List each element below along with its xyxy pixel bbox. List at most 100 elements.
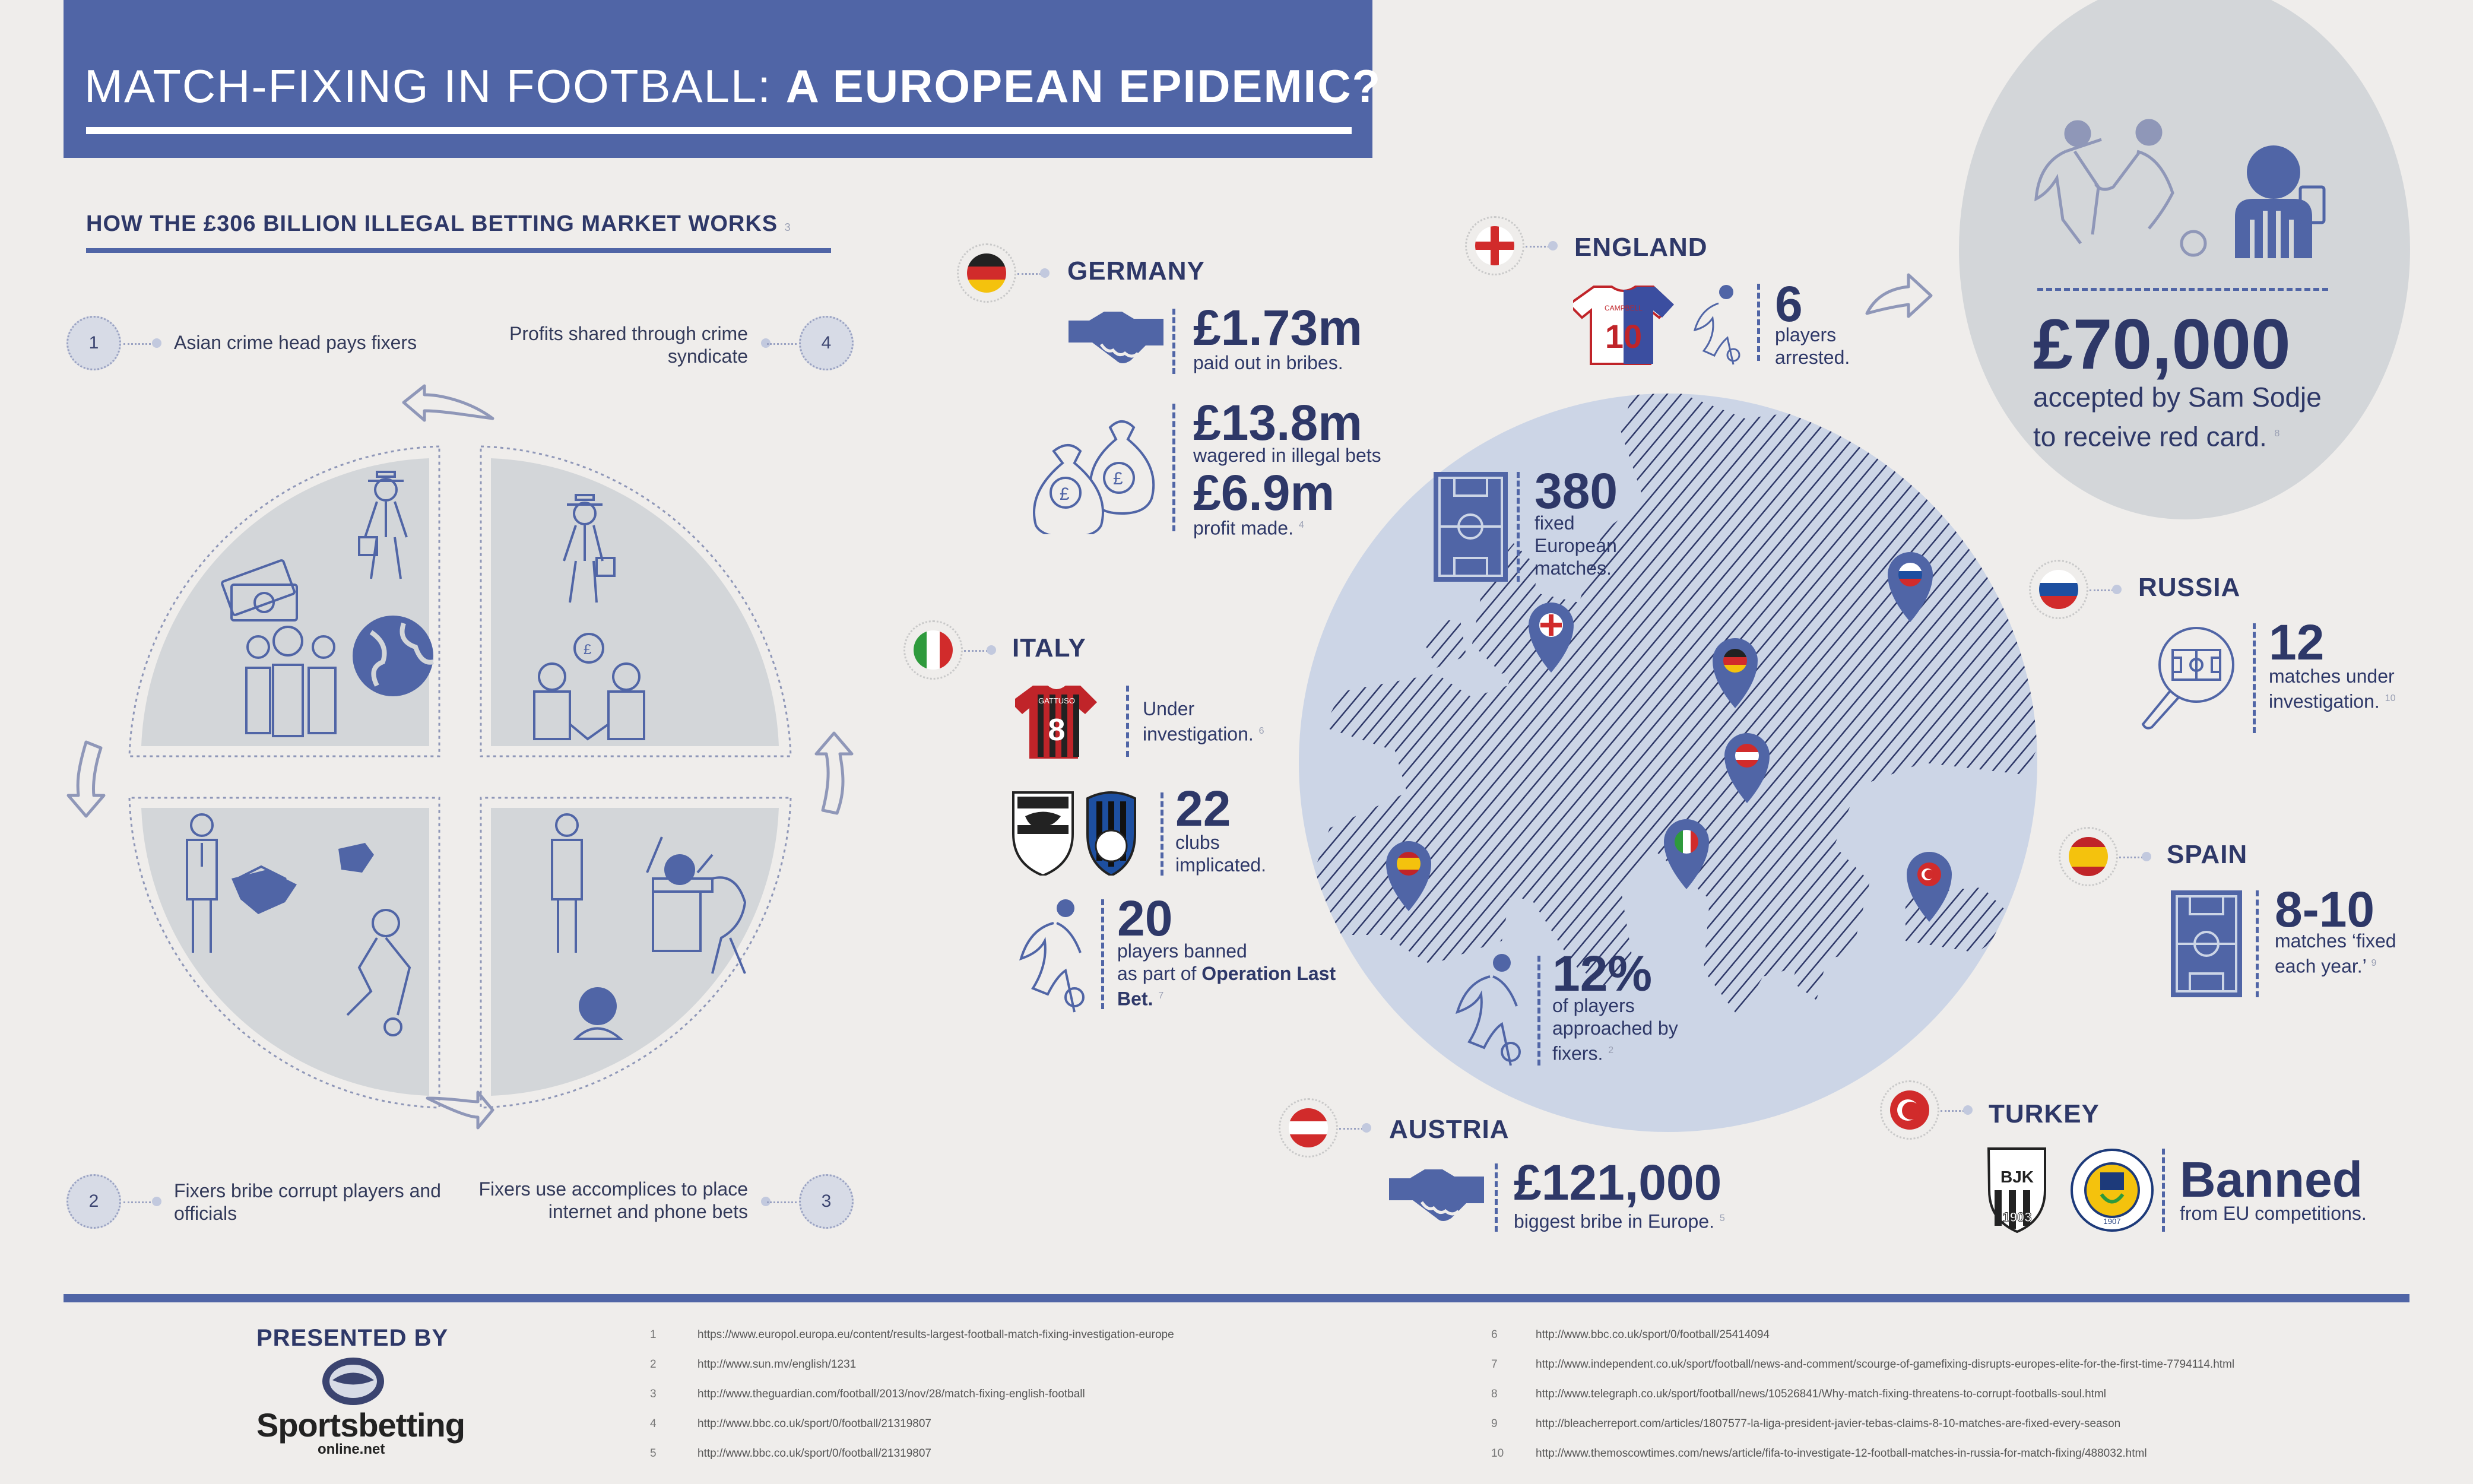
europe-approached-label: of players approached by fixers. 2 [1552, 994, 1689, 1065]
reference-number: 5 [650, 1447, 657, 1460]
europe-approached-text: of players approached by fixers. [1552, 995, 1678, 1064]
russia-name: RUSSIA [2138, 573, 2240, 603]
spain-flag-icon [2069, 837, 2108, 876]
russia-label: matches under investigation. 10 [2269, 665, 2405, 713]
italy-banned-ref: 7 [1158, 991, 1163, 1001]
market-heading-rule [86, 248, 831, 253]
italy-divider-3 [1101, 899, 1104, 1009]
reference-link[interactable]: http://www.telegraph.co.uk/sport/footbal… [1536, 1388, 2106, 1401]
turkey-flag [1880, 1080, 1939, 1140]
reference-number: 8 [1491, 1388, 1498, 1401]
foul-tackle-icon [2030, 116, 2327, 270]
spain-divider [2256, 890, 2259, 997]
turkey-connector-end [1963, 1105, 1973, 1115]
austria-connector-end [1362, 1123, 1371, 1133]
reference-link[interactable]: http://www.independent.co.uk/sport/footb… [1536, 1358, 2234, 1371]
sodje-ref: 8 [2275, 429, 2280, 439]
reference-link[interactable]: http://www.bbc.co.uk/sport/0/football/21… [697, 1447, 931, 1460]
italy-divider-1 [1126, 686, 1129, 757]
england-arrested-label: players arrested. [1775, 324, 1864, 369]
italy-flag-icon [914, 630, 953, 670]
sodje-value: £70,000 [2033, 309, 2291, 380]
title-light: MATCH-FIXING IN FOOTBALL: [84, 60, 786, 112]
reference-link[interactable]: http://bleacherreport.com/articles/18075… [1536, 1418, 2120, 1431]
italy-connector-end [987, 645, 996, 655]
step-1-number: 1 [66, 316, 121, 370]
italy-name: ITALY [1012, 633, 1086, 663]
sodje-label-text: accepted by Sam Sodje to receive red car… [2033, 382, 2322, 452]
austria-connector [1339, 1128, 1363, 1130]
reference-link[interactable]: http://www.bbc.co.uk/sport/0/football/25… [1536, 1328, 1770, 1342]
reference-link[interactable]: http://www.sun.mv/english/1231 [697, 1358, 856, 1371]
handshake-icon [1069, 303, 1163, 374]
england-shirt-number: 10 [1605, 318, 1642, 355]
europe-fixed-label: fixed European matches. [1534, 512, 1635, 579]
turkey-flag-icon [1890, 1090, 1929, 1130]
italy-investigation: Under investigation. 6 [1143, 697, 1279, 746]
england-connector [1526, 246, 1549, 248]
england-flag-icon [1475, 226, 1514, 265]
germany-connector [1017, 273, 1041, 275]
step-1-text: Asian crime head pays fixers [174, 331, 459, 354]
references-right: 6 http://www.bbc.co.uk/sport/0/football/2… [1491, 1328, 2417, 1471]
russia-connector [2090, 589, 2113, 591]
austria-divider [1495, 1163, 1498, 1232]
italy-banned-value: 20 [1117, 893, 1172, 943]
reference-link[interactable]: http://www.bbc.co.uk/sport/0/football/21… [697, 1418, 931, 1431]
reference-number: 6 [1491, 1328, 1498, 1342]
europe-divider-2 [1537, 956, 1540, 1066]
austria-label-text: biggest bribe in Europe. [1514, 1211, 1714, 1232]
turkey-label: from EU competitions. [2180, 1202, 2367, 1225]
reference-link[interactable]: http://www.themoscowtimes.com/news/artic… [1536, 1447, 2147, 1460]
italy-clubs-label: clubs implicated. [1175, 831, 1306, 876]
spain-name: SPAIN [2167, 840, 2247, 870]
italy-connector [964, 650, 988, 652]
reference-number: 9 [1491, 1418, 1498, 1431]
austria-name: AUSTRIA [1389, 1115, 1510, 1144]
italy-investigation-text: Under investigation. [1143, 698, 1254, 745]
step-3-num-text: 3 [822, 1191, 832, 1212]
sodje-label: accepted by Sam Sodje to receive red car… [2033, 379, 2342, 455]
russia-flag [2029, 560, 2088, 619]
svg-text:£: £ [584, 642, 591, 658]
step-4-text: Profits shared through crime syndicate [451, 322, 748, 367]
england-connector-end [1548, 241, 1558, 250]
austria-flag [1279, 1098, 1338, 1158]
italy-banned-label-1: players banned [1117, 940, 1247, 962]
spain-ref: 9 [2371, 958, 2376, 968]
step-1-num-text: 1 [89, 333, 99, 353]
title-underline [86, 127, 1352, 134]
russia-flag-icon [2039, 570, 2078, 609]
market-heading-text: HOW THE £306 BILLION ILLEGAL BETTING MAR… [86, 211, 778, 236]
step-3-number: 3 [799, 1174, 854, 1229]
brand-name[interactable]: Sportsbetting [256, 1406, 465, 1444]
portsmouth-shirt-icon: CAMPBELL 10 [1573, 284, 1674, 367]
arrow-right-icon [1864, 266, 1935, 319]
svg-text:£: £ [1113, 469, 1123, 489]
reference-number: 4 [650, 1418, 657, 1431]
sodje-divider [2037, 288, 2328, 291]
money-bags-icon: £ £ [1027, 404, 1163, 534]
germany-bribes-label: paid out in bribes. [1193, 351, 1343, 374]
germany-name: GERMANY [1067, 256, 1205, 286]
germany-divider-1 [1172, 309, 1175, 374]
russia-ref: 10 [2385, 693, 2396, 703]
reference-link[interactable]: http://www.theguardian.com/football/2013… [697, 1388, 1085, 1401]
betting-cycle-diagram: £ [53, 368, 873, 1163]
germany-profit-text: profit made. [1193, 518, 1293, 539]
italy-investigation-ref: 6 [1259, 726, 1264, 736]
market-heading: HOW THE £306 BILLION ILLEGAL BETTING MAR… [86, 211, 791, 237]
europe-fixed-value: 380 [1534, 466, 1618, 516]
brand-domain[interactable]: online.net [318, 1441, 385, 1458]
step-2-number: 2 [66, 1174, 121, 1229]
step-1-connector-end [152, 338, 161, 348]
england-flag [1465, 216, 1524, 275]
turkey-club1-year: 1903 [2003, 1210, 2032, 1225]
germany-connector-end [1040, 268, 1050, 278]
step-4-number: 4 [799, 316, 854, 370]
turkey-value: Banned [2180, 1155, 2363, 1204]
austria-ref: 5 [1720, 1213, 1725, 1223]
reference-link[interactable]: https://www.europol.europa.eu/content/re… [697, 1328, 1174, 1342]
market-heading-ref: 3 [785, 221, 791, 233]
spain-label-text: matches ‘fixed each year.’ [2275, 930, 2396, 977]
